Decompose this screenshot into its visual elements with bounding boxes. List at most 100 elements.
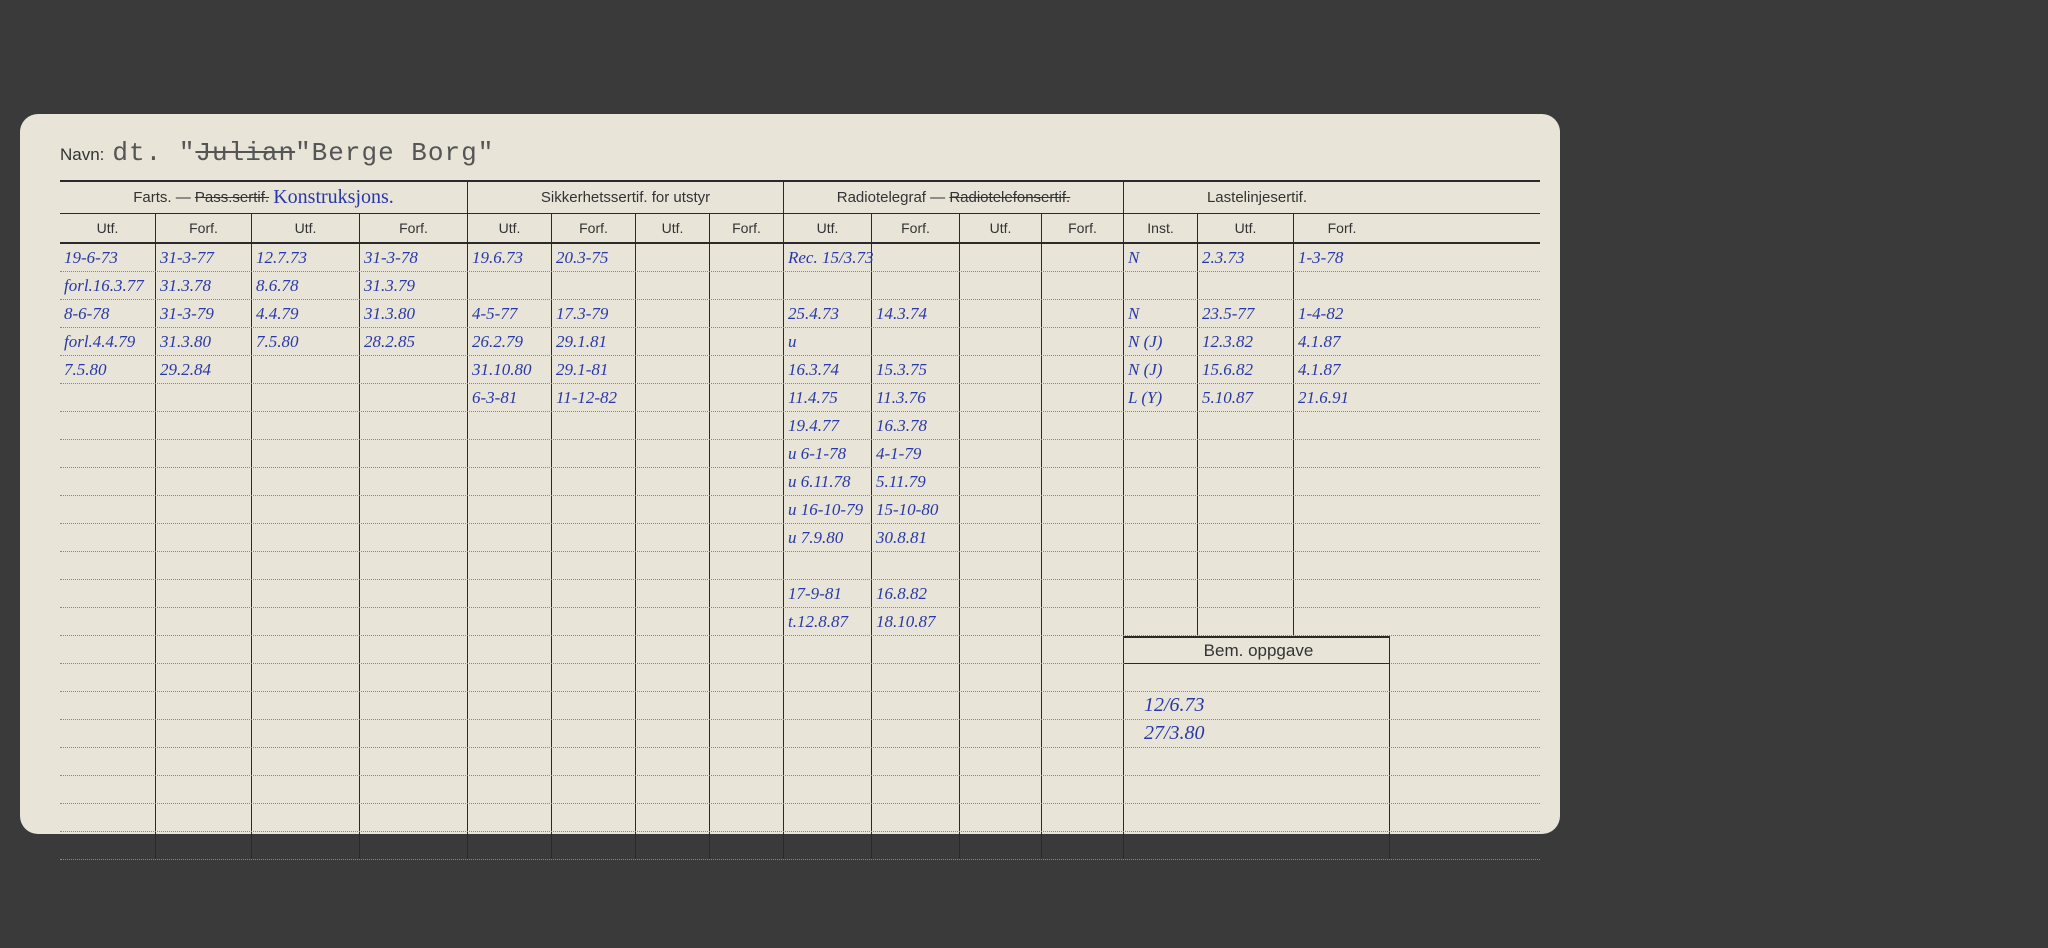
cell: 11.4.75 <box>784 384 872 411</box>
cell: u 16-10-79 <box>784 496 872 523</box>
cell <box>1042 384 1124 411</box>
table-row: 19-6-7331-3-7712.7.7331-3-7819.6.7320.3-… <box>60 244 1540 272</box>
cell <box>360 552 468 579</box>
cell <box>710 552 784 579</box>
cell <box>360 496 468 523</box>
cell <box>468 776 552 803</box>
cell: 23.5-77 <box>1198 300 1294 327</box>
cell <box>252 440 360 467</box>
cell <box>960 608 1042 635</box>
cell <box>552 496 636 523</box>
cell <box>468 440 552 467</box>
cell: 4.4.79 <box>252 300 360 327</box>
cell <box>552 720 636 747</box>
group-laste: Lastelinjesertif. <box>1124 182 1390 213</box>
cell <box>60 608 156 635</box>
bem-cell <box>1124 832 1390 859</box>
cell <box>60 832 156 859</box>
cell: 16.8.82 <box>872 580 960 607</box>
cell <box>1294 272 1390 299</box>
cell <box>252 804 360 831</box>
title-typed: dt. "Julian"Berge Borg" <box>112 138 494 168</box>
navn-label: Navn: <box>60 145 104 165</box>
table-row: u 6.11.785.11.79 <box>60 468 1540 496</box>
col-laste-forf: Forf. <box>1294 214 1390 242</box>
cell <box>1124 524 1198 551</box>
cell <box>636 384 710 411</box>
cell <box>636 664 710 691</box>
cell <box>784 636 872 663</box>
cell <box>872 636 960 663</box>
cell <box>872 832 960 859</box>
cell <box>156 748 252 775</box>
cell: 20.3-75 <box>552 244 636 271</box>
cell <box>360 580 468 607</box>
cell <box>552 636 636 663</box>
cell: N <box>1124 244 1198 271</box>
cell: 31.10.80 <box>468 356 552 383</box>
cell <box>636 300 710 327</box>
cell <box>1198 524 1294 551</box>
cell <box>156 720 252 747</box>
cell <box>636 580 710 607</box>
cell <box>552 272 636 299</box>
cell: 31.3.80 <box>360 300 468 327</box>
cell <box>1294 524 1390 551</box>
cell <box>710 776 784 803</box>
cell: 29.1-81 <box>552 356 636 383</box>
bem-cell <box>1124 664 1390 691</box>
col-farts-forf2: Forf. <box>360 214 468 242</box>
cell <box>60 804 156 831</box>
cell <box>1042 468 1124 495</box>
table-row <box>60 664 1540 692</box>
cell <box>360 804 468 831</box>
cell <box>784 664 872 691</box>
cell <box>636 272 710 299</box>
cell <box>636 776 710 803</box>
cell: 31-3-78 <box>360 244 468 271</box>
cell <box>552 776 636 803</box>
cell <box>636 748 710 775</box>
cell <box>710 720 784 747</box>
table-row <box>60 776 1540 804</box>
col-sikk-forf1: Forf. <box>552 214 636 242</box>
cell <box>1198 552 1294 579</box>
cell: 18.10.87 <box>872 608 960 635</box>
cell <box>872 244 960 271</box>
cell <box>636 608 710 635</box>
cell: forl.16.3.77 <box>60 272 156 299</box>
cell <box>468 692 552 719</box>
cell: 4-5-77 <box>468 300 552 327</box>
cell <box>1198 412 1294 439</box>
cell <box>252 552 360 579</box>
cell <box>360 636 468 663</box>
group-farts: Farts. — Pass.sertif. Konstruksjons. <box>60 182 468 213</box>
cell <box>1042 636 1124 663</box>
cell <box>960 776 1042 803</box>
cell <box>468 720 552 747</box>
cell <box>960 328 1042 355</box>
cell <box>636 496 710 523</box>
cell <box>960 356 1042 383</box>
cell: 11-12-82 <box>552 384 636 411</box>
cell: 19.6.73 <box>468 244 552 271</box>
group-sikkerhet: Sikkerhetssertif. for utstyr <box>468 182 784 213</box>
cell <box>710 748 784 775</box>
col-sikk-utf1: Utf. <box>468 214 552 242</box>
table-row <box>60 552 1540 580</box>
cell <box>156 804 252 831</box>
cell <box>784 832 872 859</box>
cell <box>636 552 710 579</box>
bem-cell: 12/6.73 <box>1124 692 1390 719</box>
cell <box>710 272 784 299</box>
cell <box>252 748 360 775</box>
cell <box>156 776 252 803</box>
cell <box>156 664 252 691</box>
col-radio-forf2: Forf. <box>1042 214 1124 242</box>
cell <box>60 412 156 439</box>
cell <box>710 608 784 635</box>
cell: Rec. 15/3.73 <box>784 244 872 271</box>
cell <box>1042 776 1124 803</box>
cell: 12.7.73 <box>252 244 360 271</box>
col-sikk-utf2: Utf. <box>636 214 710 242</box>
